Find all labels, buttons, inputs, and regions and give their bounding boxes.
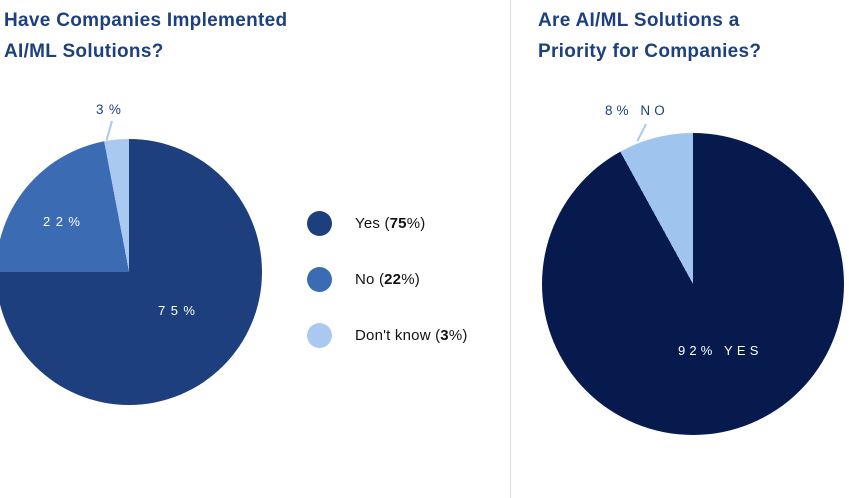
- legend-item-yes: Yes (75%): [307, 211, 468, 236]
- slice-label-no: 22%: [43, 214, 86, 229]
- legend-label-value: 3: [440, 327, 449, 344]
- legend-dot-dont-know: [307, 323, 332, 348]
- legend-label-suffix: %): [448, 327, 468, 344]
- implemented-pie-chart: [0, 139, 262, 405]
- title-line-1: Have Companies Implemented: [4, 10, 288, 31]
- slice-label-yes: 75%: [158, 303, 201, 318]
- legend-label-suffix: %): [401, 271, 420, 288]
- legend: Yes (75%) No (22%) Don't know (3%): [307, 211, 468, 348]
- implemented-chart-title: Have Companies Implemented AI/ML Solutio…: [4, 5, 287, 67]
- legend-label-prefix: Yes (: [355, 215, 390, 232]
- no-callout-line: [636, 123, 647, 142]
- title-line-1: Are AI/ML Solutions a: [538, 10, 740, 31]
- priority-chart-title: Are AI/ML Solutions a Priority for Compa…: [538, 5, 761, 67]
- title-line-2: Priority for Companies?: [538, 41, 762, 62]
- slice-label-no: 8% NO: [605, 103, 669, 118]
- dont-know-callout-line: [105, 120, 113, 141]
- legend-label-prefix: No (: [355, 271, 385, 288]
- legend-item-dont-know: Don't know (3%): [307, 323, 468, 348]
- legend-item-no: No (22%): [307, 267, 468, 292]
- legend-label-no: No (22%): [355, 271, 420, 288]
- legend-label-yes: Yes (75%): [355, 215, 425, 232]
- title-line-2: AI/ML Solutions?: [4, 41, 164, 62]
- panel-divider: [510, 0, 511, 498]
- priority-pie-chart: [542, 133, 844, 435]
- slice-label-dont-know: 3%: [96, 102, 127, 117]
- legend-dot-no: [307, 267, 332, 292]
- legend-label-dont-know: Don't know (3%): [355, 327, 468, 344]
- slice-label-yes: 92% YES: [678, 343, 763, 358]
- legend-label-suffix: %): [406, 215, 426, 232]
- legend-label-value: 22: [384, 271, 402, 288]
- legend-label-prefix: Don't know (: [355, 327, 441, 344]
- legend-label-value: 75: [389, 215, 407, 232]
- legend-dot-yes: [307, 211, 332, 236]
